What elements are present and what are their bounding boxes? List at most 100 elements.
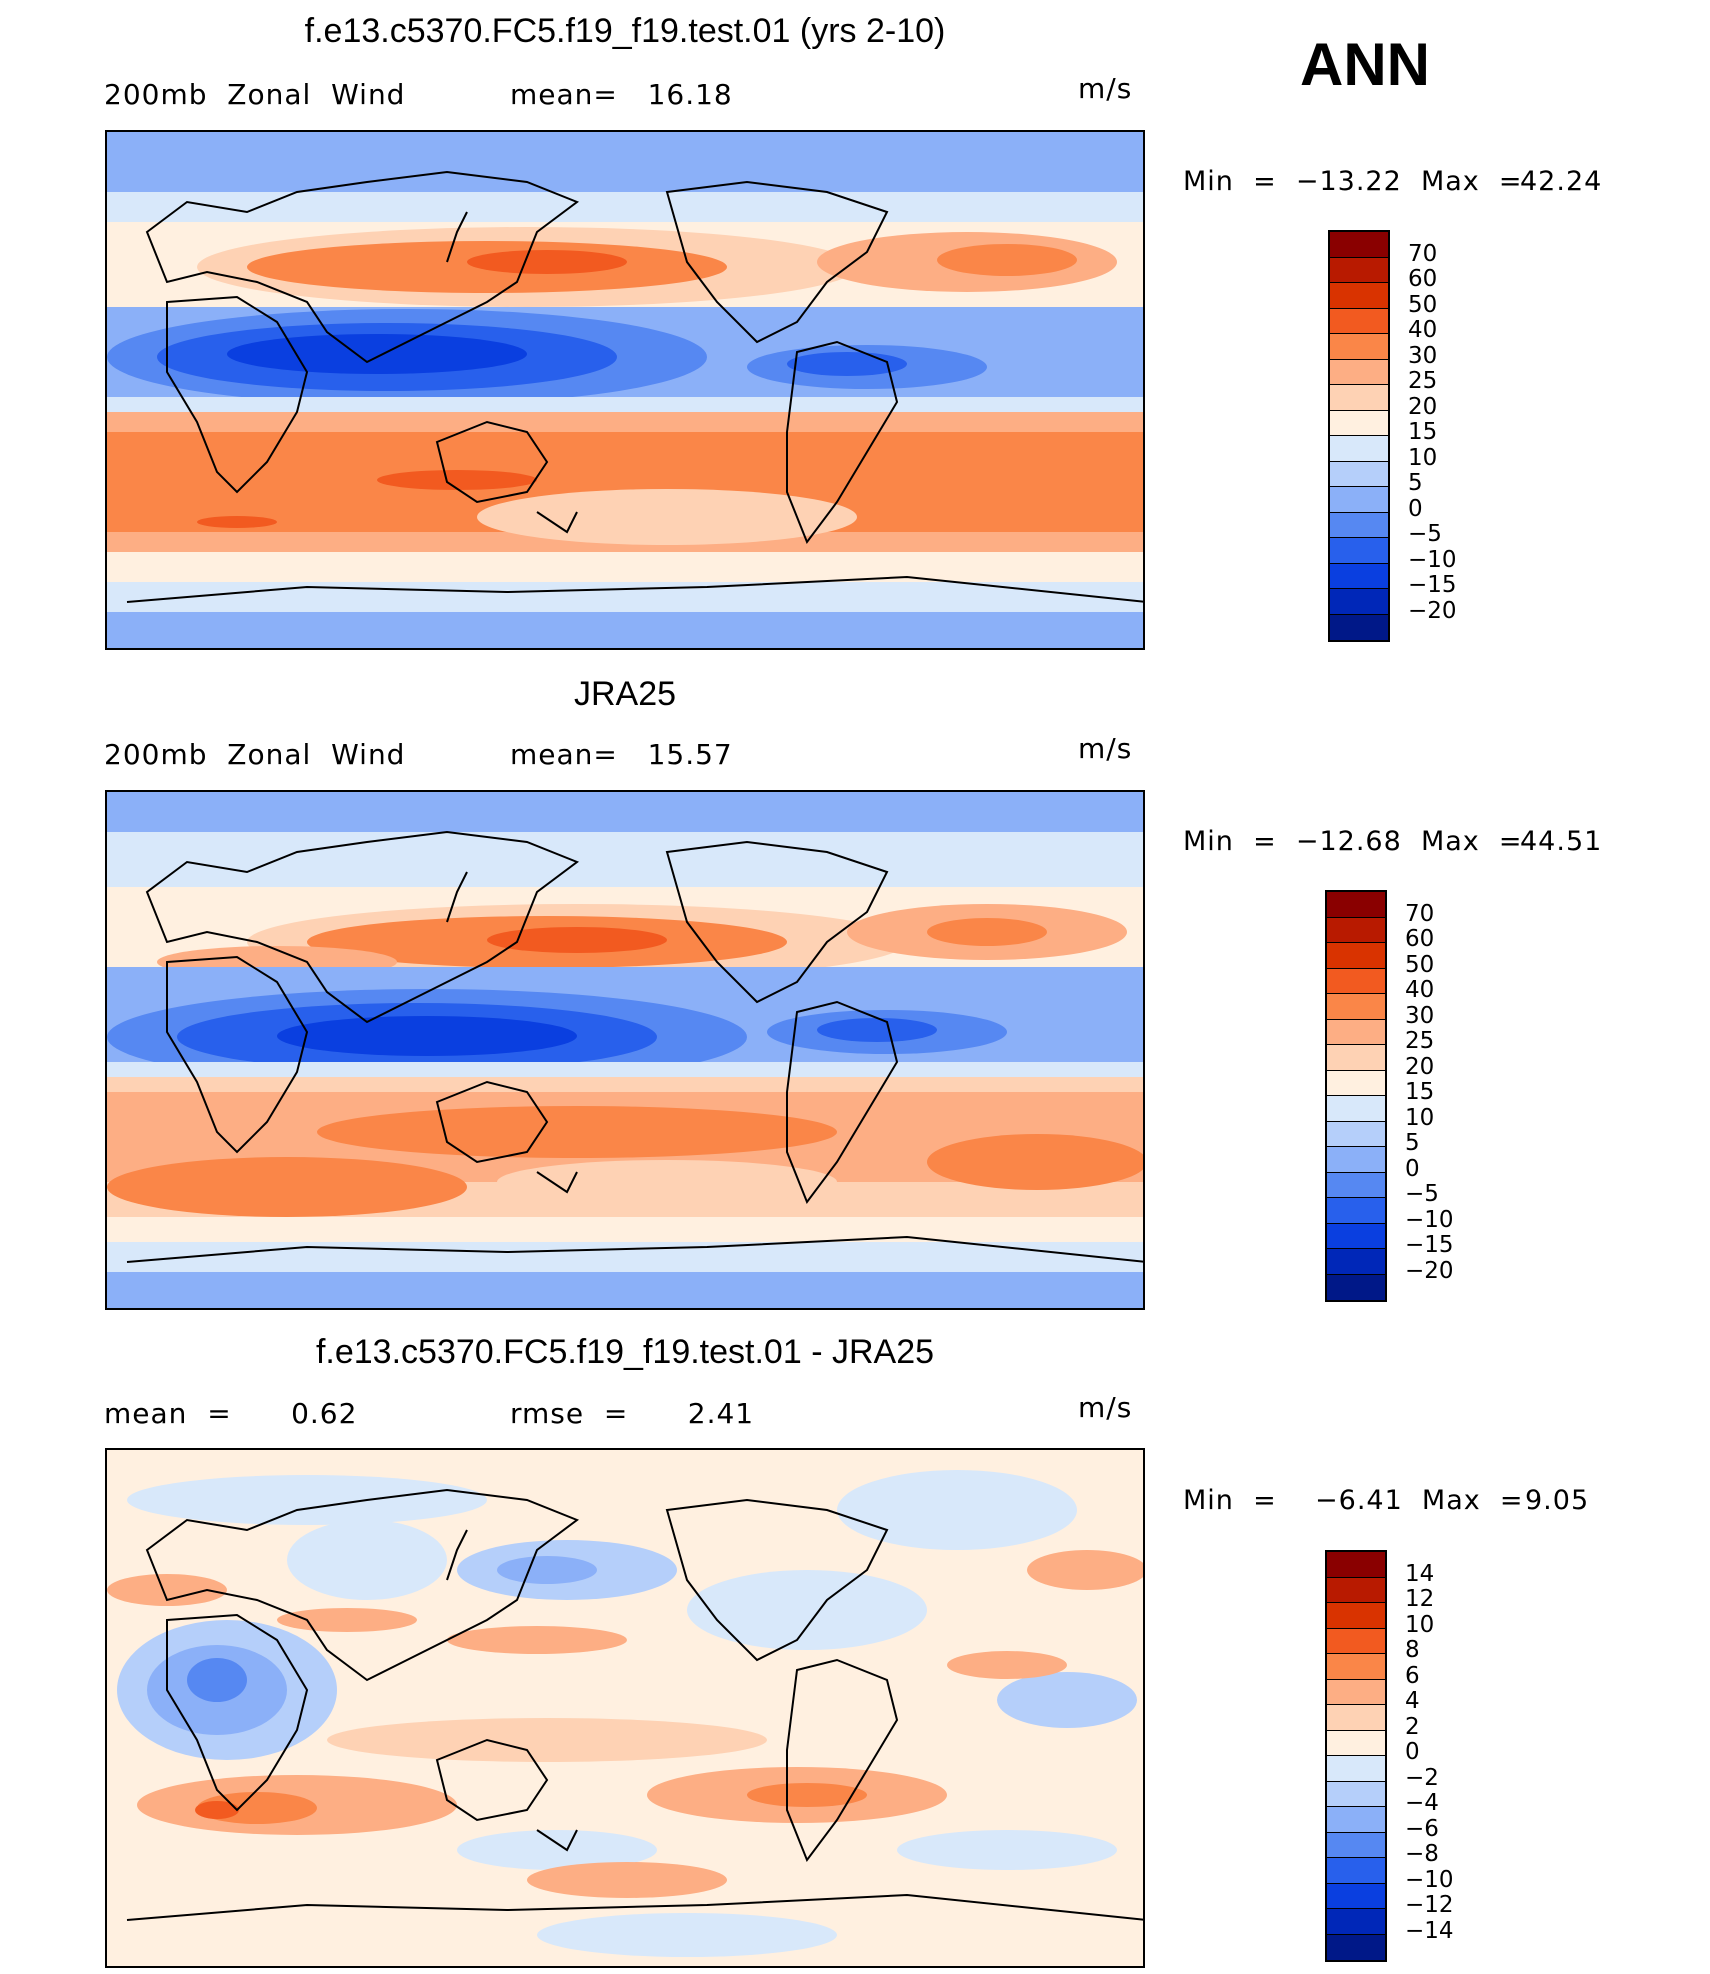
colorbar-swatch <box>1330 563 1388 589</box>
colorbar-swatch <box>1327 1121 1385 1147</box>
panel3-title: f.e13.c5370.FC5.f19_f19.test.01 - JRA25 <box>315 1333 935 1371</box>
colorbar-swatch <box>1327 1552 1385 1578</box>
colorbar-swatch <box>1330 257 1388 283</box>
colorbar-swatch <box>1327 1147 1385 1173</box>
colorbar-tick-label: 70 <box>1405 900 1435 927</box>
colorbar-tick-label: 0 <box>1405 1155 1420 1182</box>
colorbar-swatch <box>1327 1858 1385 1884</box>
colorbar-tick-label: −12 <box>1405 1892 1454 1918</box>
colorbar-tick-label: 0 <box>1408 495 1423 522</box>
panel2-title: JRA25 <box>573 675 677 713</box>
colorbar-tick-label: 50 <box>1405 951 1435 978</box>
colorbar-tick-label: 5 <box>1408 470 1423 496</box>
colorbar-tick-label: −5 <box>1408 521 1442 547</box>
colorbar-tick-label: −5 <box>1405 1181 1439 1207</box>
colorbar-swatch <box>1327 917 1385 943</box>
colorbar-tick-label: 10 <box>1408 444 1438 471</box>
colorbar-swatch <box>1327 1705 1385 1731</box>
colorbar-swatch <box>1327 968 1385 994</box>
colorbar-tick-label: 50 <box>1408 291 1438 318</box>
colorbar-swatch <box>1330 614 1388 640</box>
colorbar-swatch <box>1327 1679 1385 1705</box>
colorbar-tick-label: 25 <box>1408 368 1438 394</box>
colorbar-tick-label: 5 <box>1405 1130 1420 1156</box>
colorbar-swatch <box>1330 385 1388 411</box>
panel1-title: f.e13.c5370.FC5.f19_f19.test.01 (yrs 2-1… <box>304 12 946 50</box>
colorbar-swatch <box>1330 232 1388 258</box>
colorbar-swatch <box>1330 283 1388 309</box>
colorbar-swatch <box>1327 1781 1385 1807</box>
colorbar-swatch <box>1327 1096 1385 1122</box>
season-label: ANN <box>1300 31 1430 98</box>
panel1-units: m/s <box>1078 72 1133 105</box>
panel3-mean: mean = 0.62 <box>104 1397 358 1430</box>
panel1-max-value: 42.24 <box>1520 166 1603 197</box>
colorbar-tick-label: 0 <box>1405 1739 1420 1765</box>
colorbar-tick-label: 6 <box>1405 1662 1420 1689</box>
panel3-max-value: 9.05 <box>1525 1485 1590 1516</box>
panel3-min-max-label: Min = −6.41 Max = <box>1183 1485 1524 1516</box>
colorbar-swatch <box>1327 1909 1385 1935</box>
colorbar-tick-label: 20 <box>1405 1053 1435 1080</box>
colorbar-swatch <box>1330 512 1388 538</box>
colorbar-tick-label: −2 <box>1405 1764 1439 1791</box>
colorbar-swatch <box>1327 1730 1385 1756</box>
colorbar-swatch <box>1327 943 1385 969</box>
colorbar-tick-label: 30 <box>1405 1002 1435 1029</box>
panel2-min-max-label: Min = −12.68 Max = <box>1183 826 1523 857</box>
colorbar-swatch <box>1330 410 1388 436</box>
colorbar-swatch <box>1330 461 1388 487</box>
colorbar-swatch <box>1327 1807 1385 1833</box>
colorbar-tick-label: −14 <box>1405 1917 1454 1944</box>
colorbar-swatch <box>1327 1654 1385 1680</box>
colorbar-swatch <box>1327 1883 1385 1909</box>
colorbar-tick-label: 30 <box>1408 342 1438 369</box>
colorbar-swatch <box>1327 1172 1385 1198</box>
colorbar-swatch <box>1330 487 1388 513</box>
colorbar-swatch <box>1330 334 1388 360</box>
colorbar-swatch <box>1330 308 1388 334</box>
colorbar-tick-label: 4 <box>1405 1688 1420 1714</box>
colorbar-tick-label: 10 <box>1405 1611 1435 1638</box>
panel2-field-label: 200mb Zonal Wind <box>104 738 406 771</box>
colorbar-swatch <box>1327 1628 1385 1654</box>
colorbar-tick-label: 12 <box>1405 1586 1435 1612</box>
colorbar-tick-label: −8 <box>1405 1841 1439 1867</box>
colorbar-swatch <box>1327 1603 1385 1629</box>
colorbar-tick-label: −4 <box>1405 1790 1439 1816</box>
panel3-colorbar <box>1325 1550 1387 1962</box>
colorbar-swatch <box>1327 1249 1385 1275</box>
colorbar-tick-label: −15 <box>1408 572 1457 598</box>
colorbar-tick-label: −20 <box>1408 597 1457 624</box>
panel2-colorbar <box>1325 890 1387 1302</box>
panel2-max-value: 44.51 <box>1520 826 1603 857</box>
colorbar-tick-label: 10 <box>1405 1104 1435 1131</box>
colorbar-swatch <box>1327 1577 1385 1603</box>
colorbar-tick-label: −10 <box>1405 1866 1454 1893</box>
colorbar-swatch <box>1330 436 1388 462</box>
panel1-colorbar <box>1328 230 1390 642</box>
colorbar-swatch <box>1327 1832 1385 1858</box>
colorbar-swatch <box>1327 1274 1385 1300</box>
panel1-field-label: 200mb Zonal Wind <box>104 78 406 111</box>
panel2-units: m/s <box>1078 732 1133 765</box>
colorbar-swatch <box>1330 589 1388 615</box>
colorbar-tick-label: −10 <box>1405 1206 1454 1233</box>
colorbar-tick-label: 60 <box>1408 266 1438 292</box>
colorbar-tick-label: −20 <box>1405 1257 1454 1284</box>
colorbar-tick-label: 8 <box>1405 1637 1420 1663</box>
colorbar-tick-label: 15 <box>1405 1079 1435 1105</box>
colorbar-swatch <box>1327 1934 1385 1960</box>
colorbar-tick-label: 40 <box>1408 317 1438 343</box>
colorbar-tick-label: −10 <box>1408 546 1457 573</box>
colorbar-swatch <box>1327 1019 1385 1045</box>
colorbar-swatch <box>1327 1756 1385 1782</box>
colorbar-tick-label: 20 <box>1408 393 1438 420</box>
colorbar-swatch <box>1327 1070 1385 1096</box>
colorbar-tick-label: 40 <box>1405 977 1435 1003</box>
colorbar-swatch <box>1330 538 1388 564</box>
colorbar-swatch <box>1330 359 1388 385</box>
colorbar-tick-label: 15 <box>1408 419 1438 445</box>
colorbar-swatch <box>1327 1223 1385 1249</box>
panel3-units: m/s <box>1078 1391 1133 1424</box>
